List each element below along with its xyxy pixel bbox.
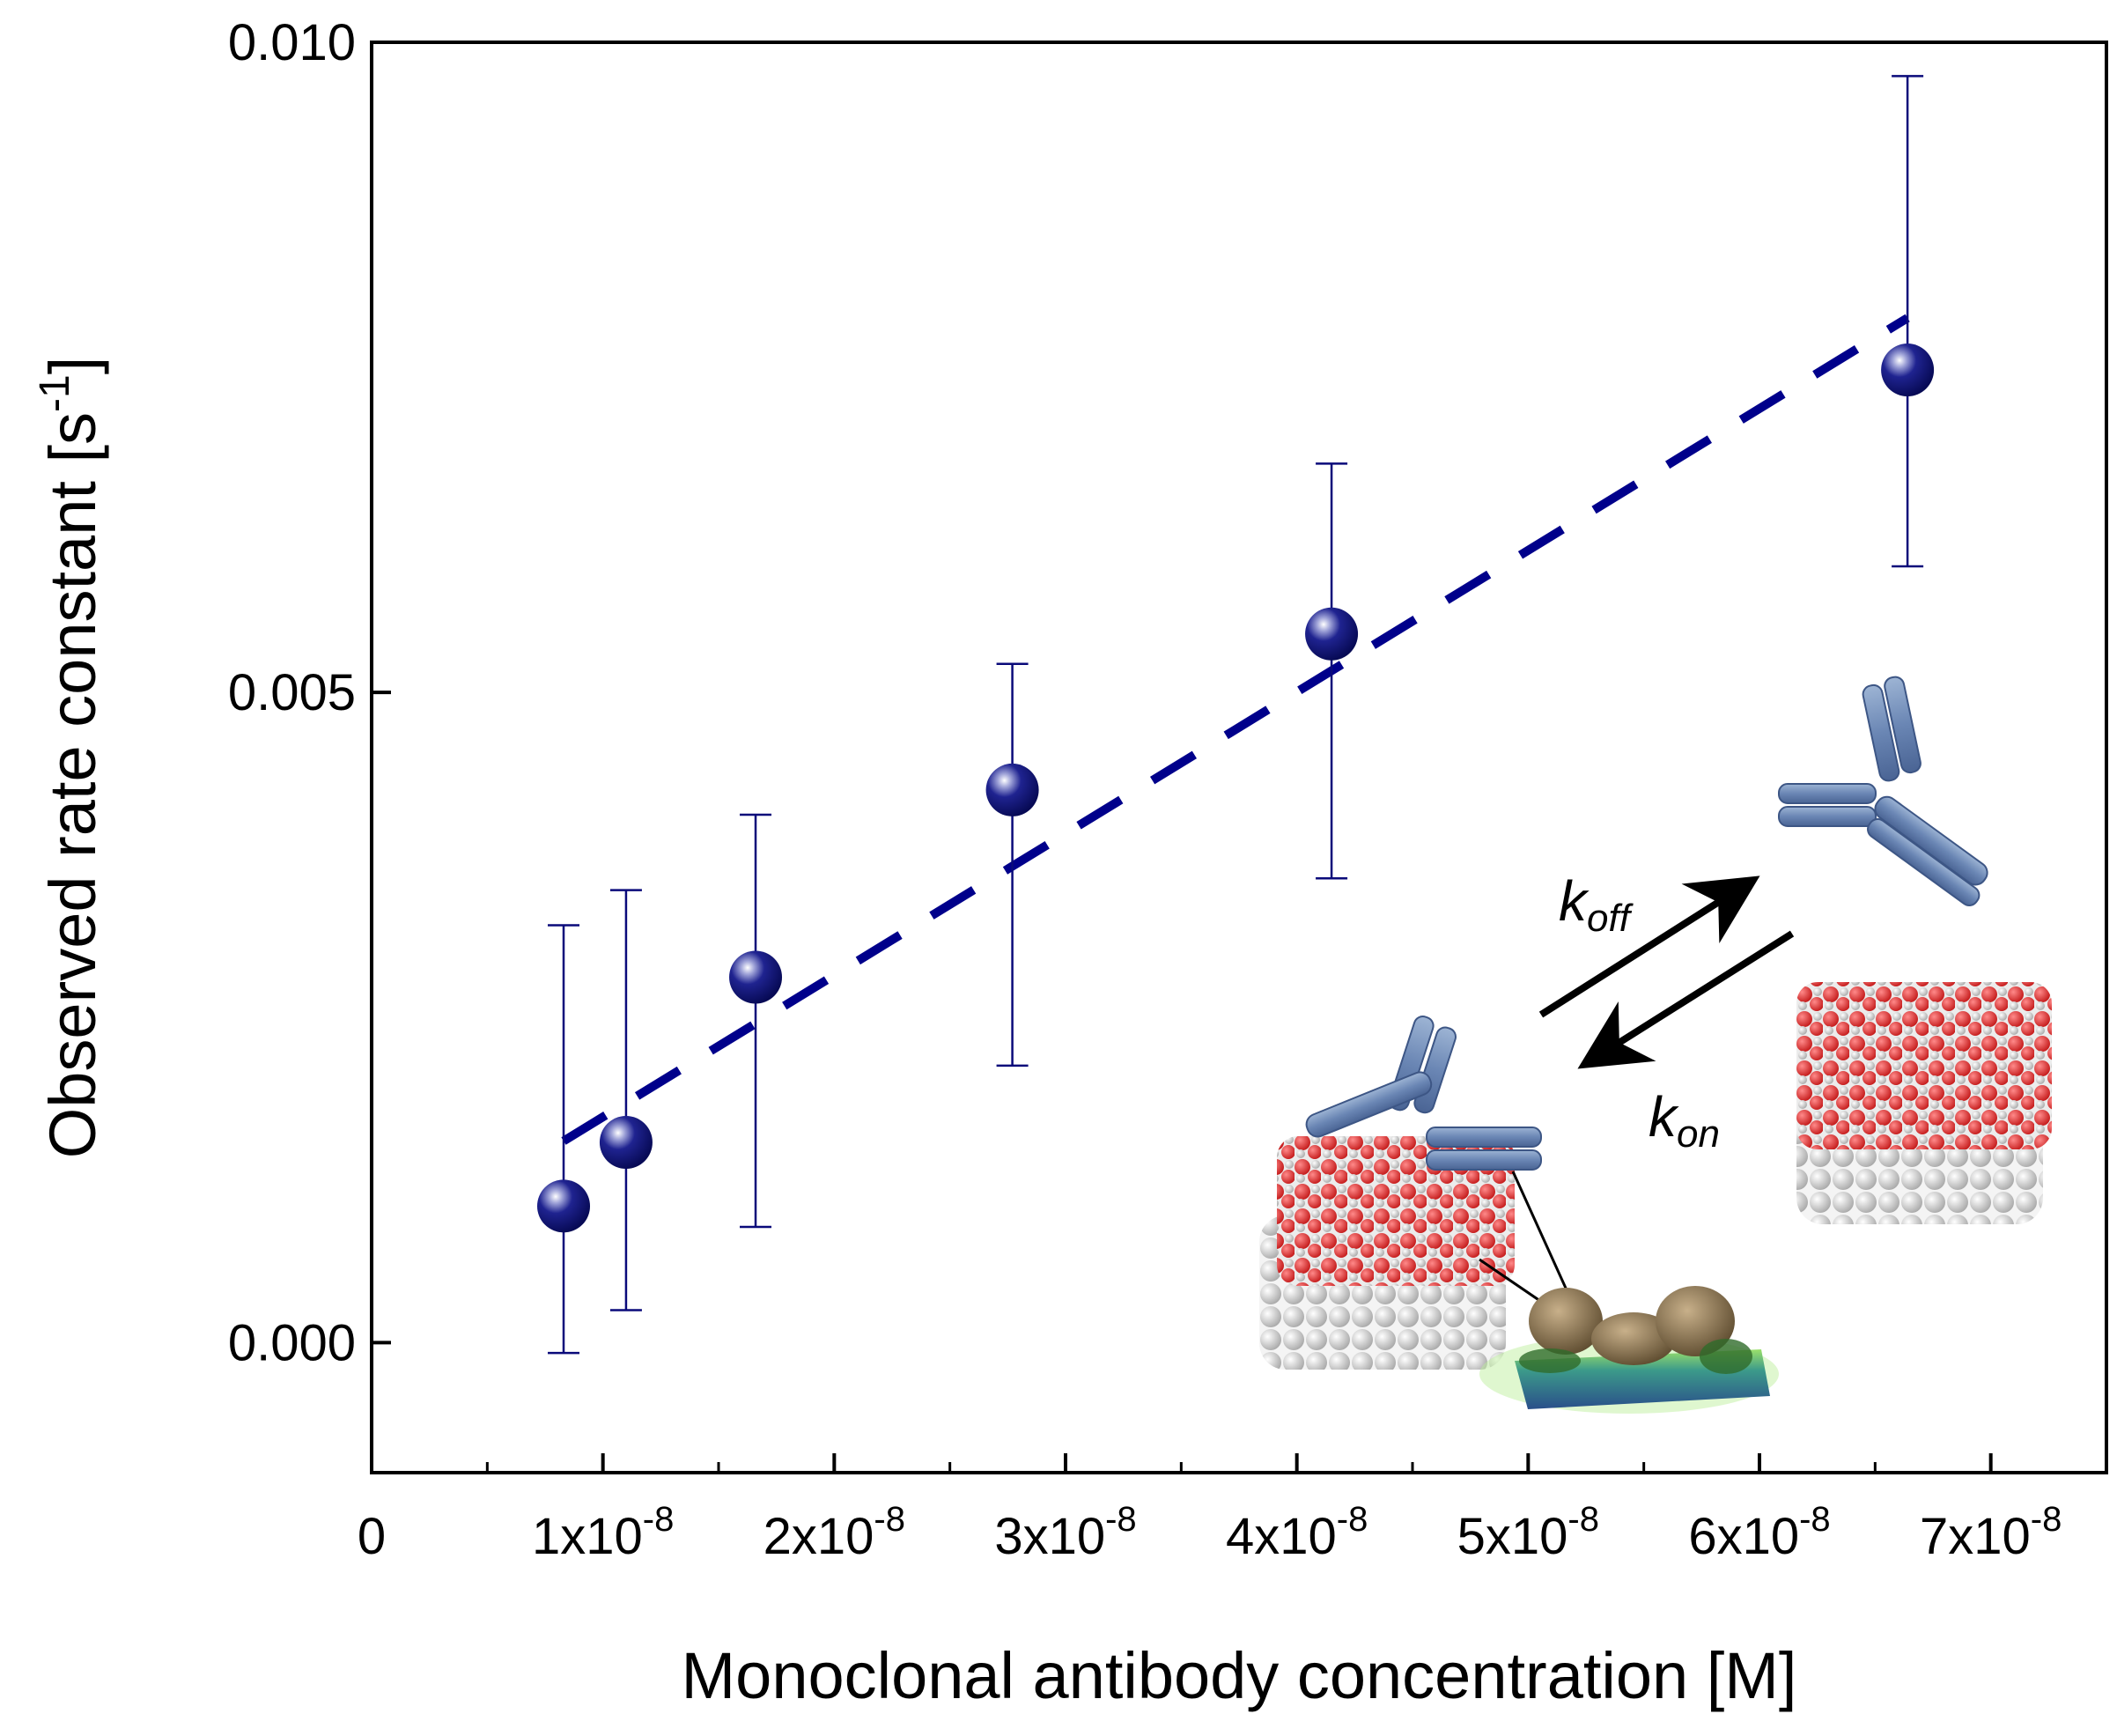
antibody-binding-illustration: koff kon xyxy=(1259,676,2052,1414)
error-bar xyxy=(609,889,642,1311)
data-point xyxy=(1305,607,1359,661)
x-tick-label-4: 4x10-8 xyxy=(1226,1500,1368,1565)
data-point xyxy=(599,1116,653,1170)
y-tick-label-0: 0.000 xyxy=(228,1314,356,1371)
y-tick-label-2: 0.010 xyxy=(228,14,356,71)
x-tick-label-5: 5x10-8 xyxy=(1457,1500,1599,1565)
y-tick-label-1: 0.005 xyxy=(228,664,356,721)
membrane-image-right xyxy=(1796,982,2052,1224)
error-bar xyxy=(740,813,772,1229)
x-tick-label-0: 0 xyxy=(358,1508,386,1565)
data-point xyxy=(537,1179,591,1233)
plot-frame xyxy=(370,41,2108,1474)
free-antibody-image xyxy=(1778,676,1988,906)
x-tick-label-2: 2x10-8 xyxy=(763,1500,905,1565)
x-axis-title: Monoclonal antibody concentration [M] xyxy=(682,1639,1797,1712)
data-points xyxy=(537,344,1935,1233)
x-tick-label-7: 7x10-8 xyxy=(1920,1500,2062,1565)
membrane-image-left xyxy=(1259,1016,1593,1370)
x-tick-label-1: 1x10-8 xyxy=(532,1500,674,1565)
y-axis-title: Observed rate constant [s-1] xyxy=(32,357,109,1159)
data-point xyxy=(729,950,783,1004)
axis-ticks xyxy=(372,41,1993,1473)
error-bar xyxy=(548,924,580,1355)
k-off-label: koff xyxy=(1559,869,1634,940)
error-bar xyxy=(1892,75,1924,568)
x-tick-label-3: 3x10-8 xyxy=(994,1500,1136,1565)
error-bar xyxy=(1316,462,1348,880)
error-bar xyxy=(996,662,1029,1067)
data-point xyxy=(1881,344,1935,397)
arrow-on xyxy=(1577,930,1795,1069)
sensor-surface-image xyxy=(1479,1286,1779,1414)
error-bars xyxy=(548,75,1924,1355)
arrow-off xyxy=(1538,875,1760,1018)
data-point xyxy=(985,763,1039,816)
linear-fit-line xyxy=(561,314,1910,1145)
k-on-label: kon xyxy=(1649,1085,1720,1156)
x-tick-label-6: 6x10-8 xyxy=(1688,1500,1830,1565)
